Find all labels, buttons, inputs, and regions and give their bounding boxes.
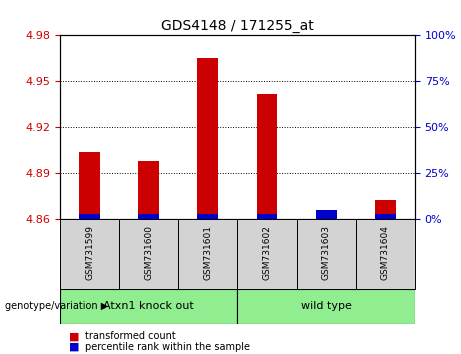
- Bar: [79, 214, 100, 219]
- Bar: [316, 216, 337, 219]
- Bar: [138, 161, 159, 219]
- Text: GSM731599: GSM731599: [85, 225, 94, 280]
- Text: GSM731602: GSM731602: [262, 225, 272, 280]
- Bar: [60, 289, 237, 324]
- Text: ■: ■: [69, 331, 80, 341]
- Bar: [197, 214, 218, 219]
- Text: genotype/variation ▶: genotype/variation ▶: [5, 301, 108, 311]
- Bar: [356, 219, 415, 289]
- Bar: [60, 219, 119, 289]
- Text: GSM731603: GSM731603: [322, 225, 331, 280]
- Bar: [375, 214, 396, 219]
- Bar: [257, 214, 278, 219]
- Text: Atxn1 knock out: Atxn1 knock out: [103, 301, 194, 311]
- Text: ■: ■: [69, 342, 80, 352]
- Bar: [178, 219, 237, 289]
- Text: GSM731601: GSM731601: [203, 225, 213, 280]
- Text: transformed count: transformed count: [85, 331, 176, 341]
- Text: GSM731604: GSM731604: [381, 225, 390, 280]
- Text: wild type: wild type: [301, 301, 352, 311]
- Bar: [119, 219, 178, 289]
- Bar: [237, 219, 296, 289]
- Bar: [316, 210, 337, 219]
- Bar: [237, 289, 415, 324]
- Bar: [375, 200, 396, 219]
- Text: percentile rank within the sample: percentile rank within the sample: [85, 342, 250, 352]
- Bar: [257, 94, 278, 219]
- Bar: [296, 219, 356, 289]
- Bar: [197, 58, 218, 219]
- Bar: [79, 152, 100, 219]
- Text: GSM731600: GSM731600: [144, 225, 153, 280]
- Bar: [138, 214, 159, 219]
- Title: GDS4148 / 171255_at: GDS4148 / 171255_at: [161, 19, 314, 33]
